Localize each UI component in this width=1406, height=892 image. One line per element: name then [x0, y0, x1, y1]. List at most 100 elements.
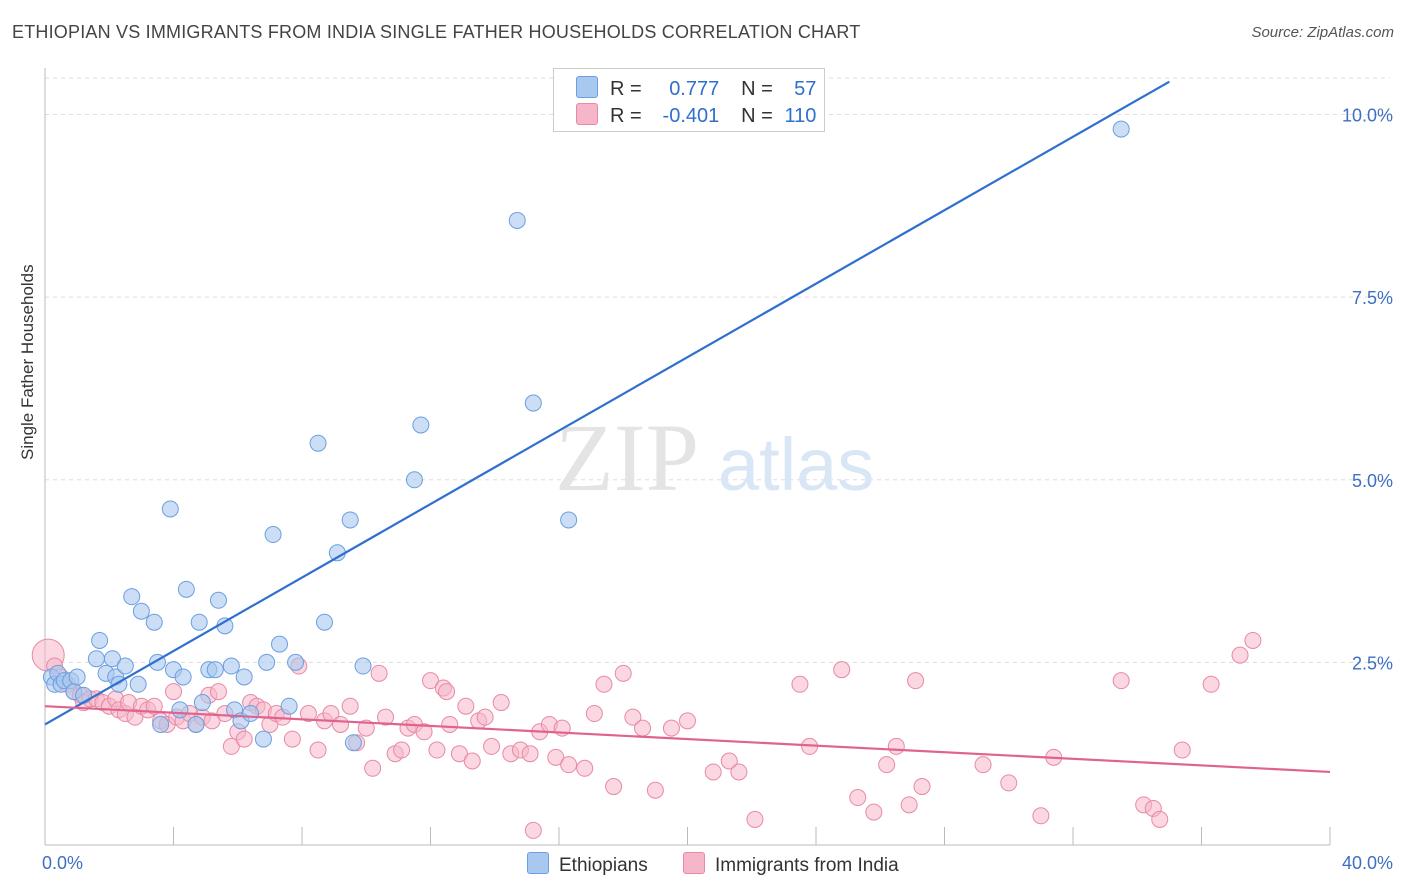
- legend-label-india: Immigrants from India: [715, 855, 899, 876]
- ethiopian-point: [508, 211, 526, 229]
- india-point: [309, 741, 327, 759]
- legend-swatch-blue: [576, 76, 598, 98]
- legend-row-india: R = -0.401 N = 110: [576, 103, 816, 128]
- r-label: R =: [610, 105, 642, 127]
- ethiopian-point: [412, 416, 430, 434]
- y-tick-label: 5.0%: [1352, 471, 1393, 491]
- india-point: [907, 672, 925, 690]
- x-tick-label: 0.0%: [42, 853, 83, 873]
- india-point: [524, 821, 542, 839]
- india-point: [720, 752, 738, 770]
- india-point: [393, 741, 411, 759]
- n-value: 57: [794, 78, 817, 100]
- india-point: [730, 763, 748, 781]
- source-label: Source: ZipAtlas.com: [1251, 24, 1394, 41]
- ethiopian-point: [123, 588, 141, 606]
- tick-labels: 2.5% 5.0% 7.5% 10.0% 0.0% 40.0%: [42, 106, 1393, 873]
- india-point: [679, 712, 696, 730]
- ethiopian-point: [405, 471, 423, 489]
- ethiopian-point: [315, 613, 333, 631]
- india-point: [422, 672, 439, 690]
- bottom-legend-india: Immigrants from India: [683, 852, 899, 877]
- ethiopian-point: [287, 653, 305, 671]
- india-point: [662, 719, 680, 737]
- bottom-legend-ethiopians: Ethiopians: [527, 852, 648, 877]
- correlation-legend: R = 0.777 N = 57 R = -0.401 N = 110: [553, 68, 825, 132]
- r-label: R =: [610, 78, 642, 100]
- india-point: [887, 737, 905, 755]
- ethiopian-point: [524, 394, 542, 412]
- india-point: [974, 756, 992, 774]
- india-point: [624, 708, 642, 726]
- india-point: [377, 708, 395, 726]
- india-point: [492, 694, 510, 712]
- india-point: [1032, 807, 1050, 825]
- india-point: [704, 763, 722, 781]
- india-point: [483, 737, 501, 755]
- ethiopian-point: [354, 657, 372, 675]
- ethiopian-point: [341, 511, 359, 529]
- ethiopian-point: [193, 694, 211, 712]
- india-point: [145, 697, 163, 715]
- ethiopian-point: [235, 668, 253, 686]
- ethiopian-point: [75, 686, 93, 704]
- ethiopian-point: [264, 526, 282, 544]
- india-point: [1000, 774, 1018, 792]
- india-point: [476, 708, 494, 726]
- india-point: [547, 748, 565, 766]
- ethiopian-point: [177, 580, 195, 598]
- n-value: 110: [784, 105, 817, 127]
- india-point: [1231, 646, 1249, 664]
- india-point: [428, 741, 446, 759]
- india-point: [364, 759, 382, 777]
- india-point: [849, 789, 867, 807]
- india-point: [415, 723, 433, 741]
- y-tick-label: 2.5%: [1352, 653, 1393, 673]
- india-point: [299, 705, 317, 723]
- india-point: [605, 778, 623, 796]
- ethiopian-point: [132, 602, 150, 620]
- india-point: [457, 697, 475, 715]
- ethiopian-point: [145, 613, 163, 631]
- india-point: [865, 803, 883, 821]
- india-trend-line: [44, 705, 1331, 774]
- india-point: [913, 778, 931, 796]
- ethiopian-point: [344, 734, 362, 752]
- india-point: [1244, 631, 1262, 649]
- india-point: [878, 756, 896, 774]
- india-point: [1202, 675, 1220, 693]
- india-point: [203, 712, 221, 730]
- india-point: [209, 683, 227, 701]
- india-point: [463, 752, 481, 770]
- bottom-legend-swatch-pink: [683, 852, 705, 874]
- legend-swatch-pink: [576, 103, 598, 125]
- india-point: [576, 759, 594, 777]
- ethiopians-trend-line: [44, 80, 1170, 726]
- ethiopian-point: [1112, 120, 1130, 138]
- india-point: [222, 737, 240, 755]
- india-point: [370, 664, 388, 682]
- india-point: [332, 715, 350, 733]
- axes: [44, 68, 1331, 846]
- legend-label-ethiopians: Ethiopians: [559, 855, 648, 876]
- ethiopian-point: [171, 701, 189, 719]
- ethiopian-point: [242, 705, 260, 723]
- r-value: 0.777: [669, 78, 720, 100]
- y-tick-label: 10.0%: [1342, 106, 1393, 126]
- india-point: [341, 697, 359, 715]
- india-point: [595, 675, 613, 693]
- india-point: [357, 719, 375, 737]
- y-axis-label: Single Father Households: [18, 264, 37, 460]
- ethiopian-point: [116, 657, 134, 675]
- ethiopian-point: [103, 650, 121, 668]
- ethiopian-point: [161, 500, 179, 518]
- watermark-zip: ZIP: [555, 404, 699, 511]
- ethiopian-point: [129, 675, 147, 693]
- ethiopian-point: [190, 613, 208, 631]
- chart-title: ETHIOPIAN VS IMMIGRANTS FROM INDIA SINGL…: [12, 22, 861, 42]
- n-label: N =: [741, 105, 773, 127]
- india-point: [438, 683, 456, 701]
- ethiopian-point: [280, 697, 298, 715]
- ethiopian-point: [68, 668, 86, 686]
